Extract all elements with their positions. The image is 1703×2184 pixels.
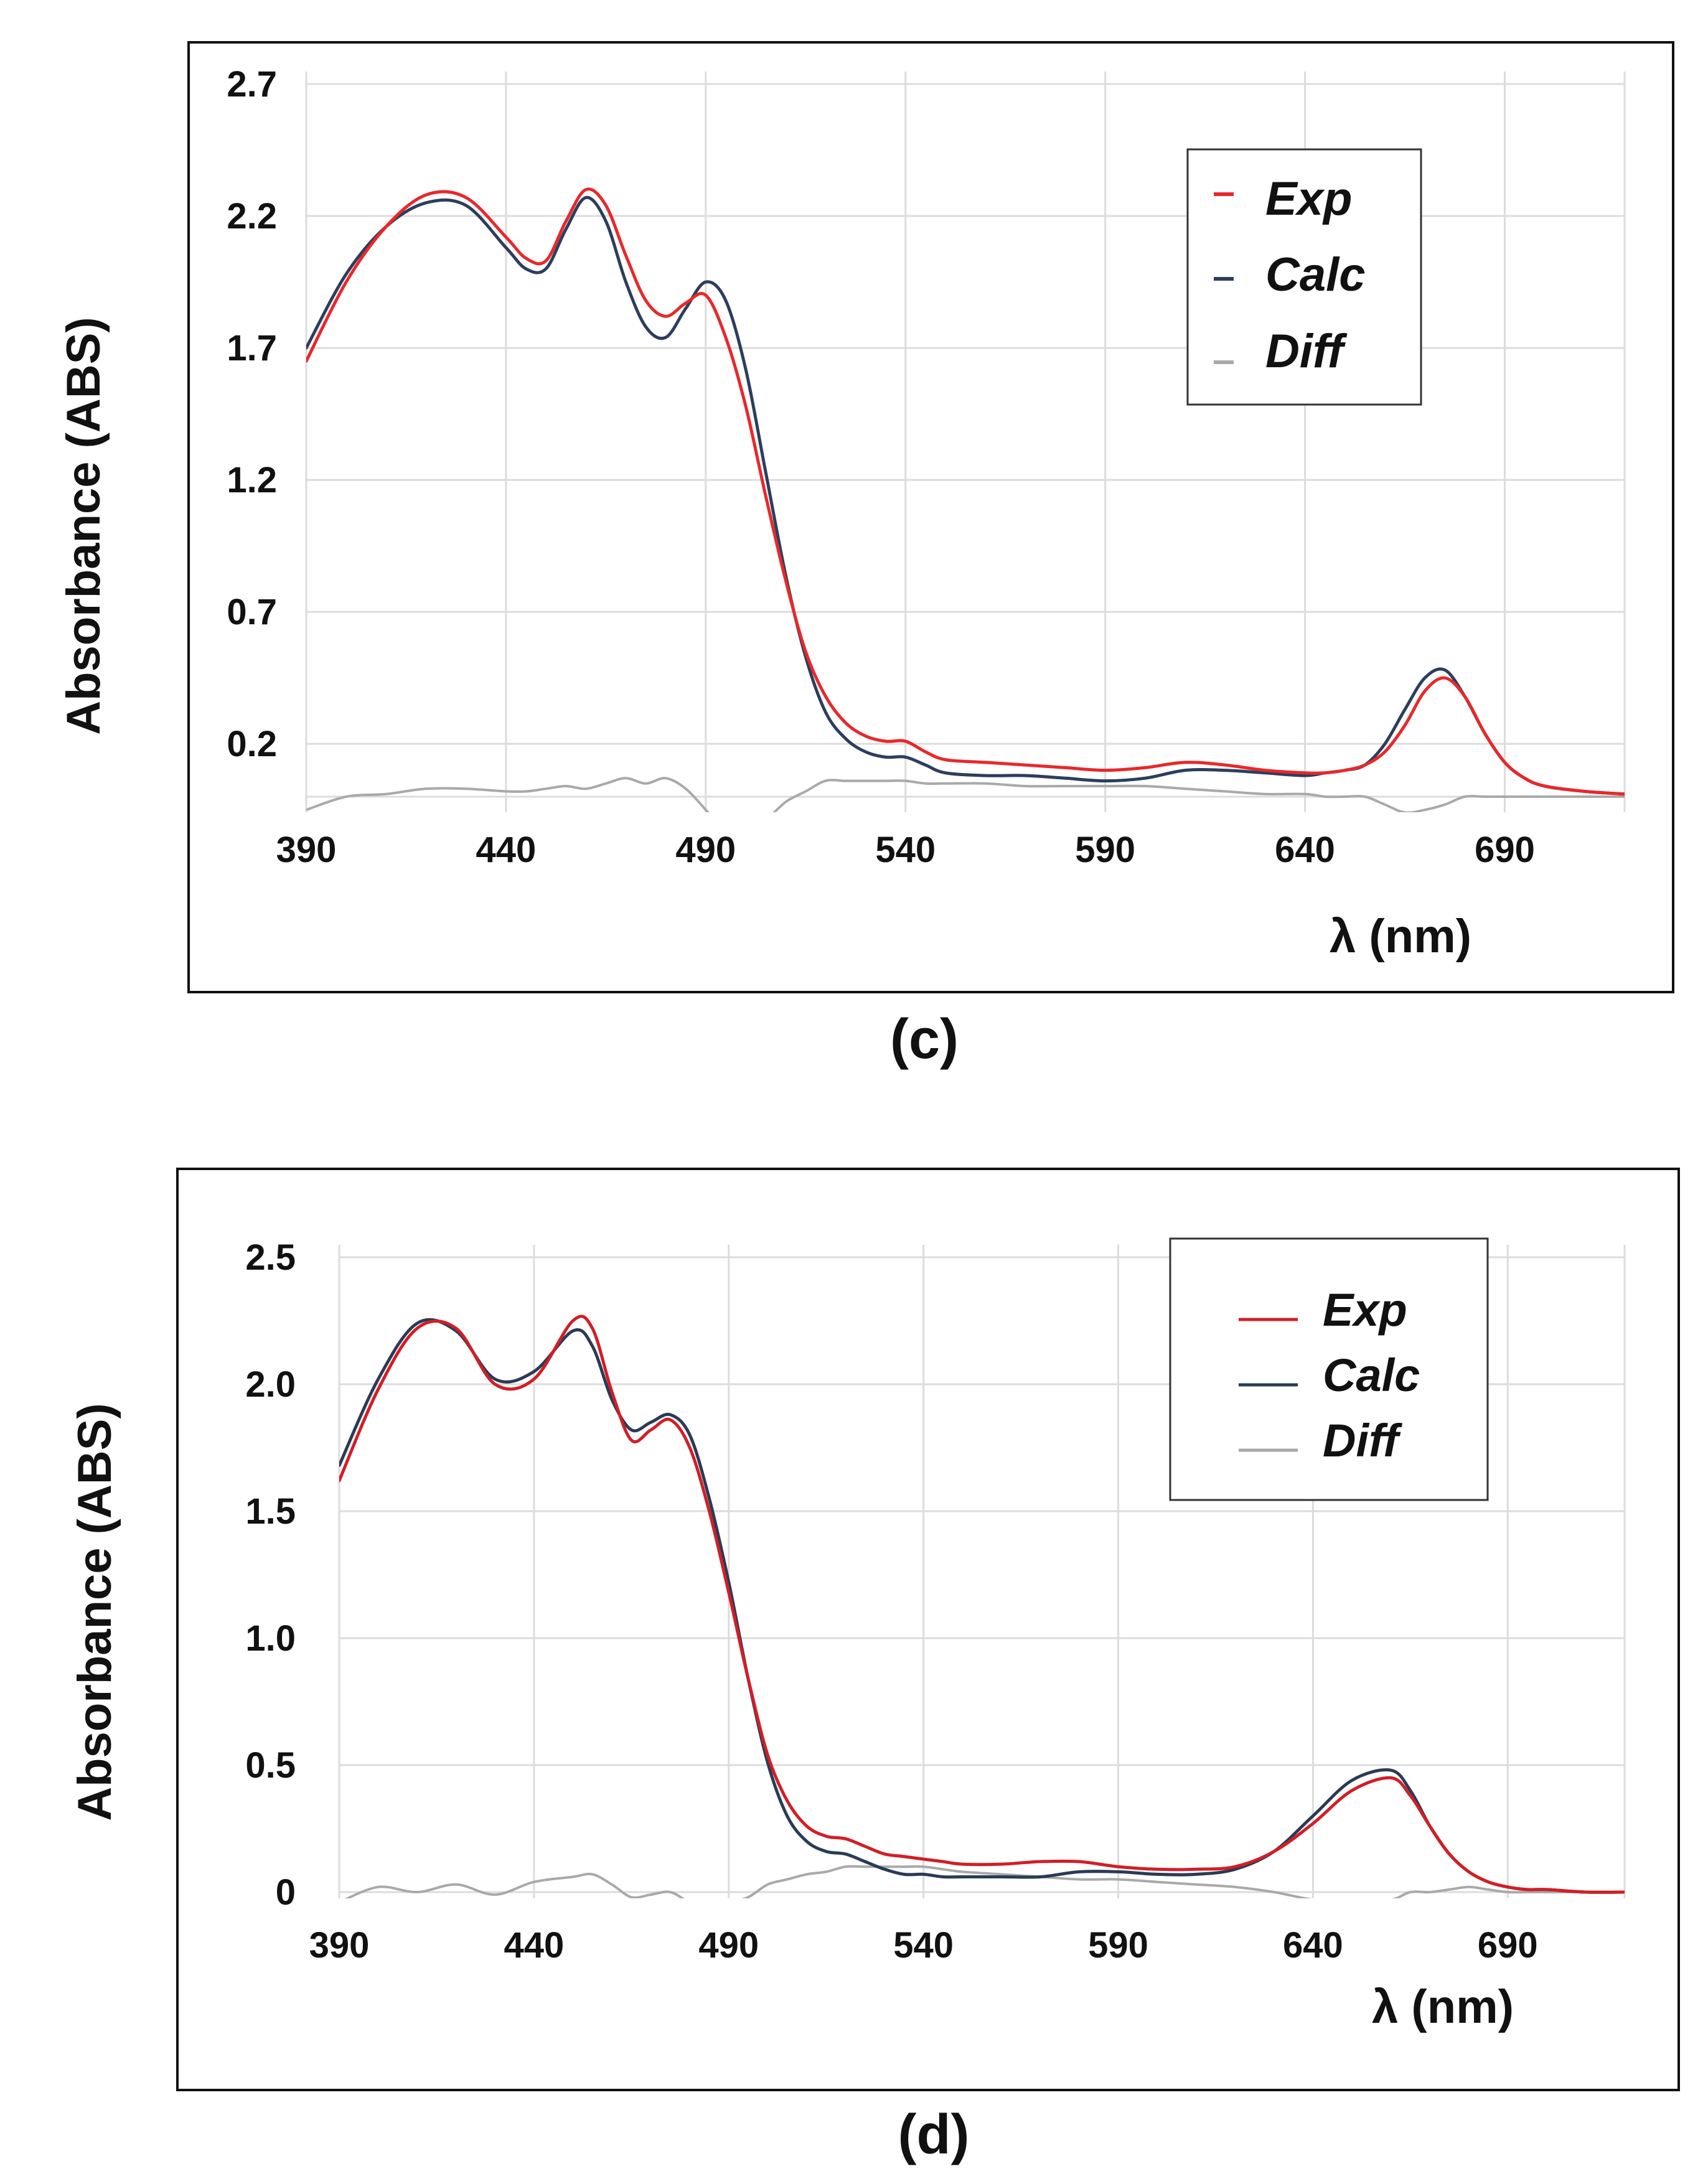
chart-d-y-axis-label: Absorbance (ABS) (68, 1403, 121, 1821)
chart-c-series (306, 187, 1625, 812)
chart-d-y-tick-label: 0 (276, 1872, 296, 1913)
chart-d-y-tick-label: 0.5 (245, 1745, 296, 1786)
chart-d-x-tick-label: 440 (504, 1925, 564, 1966)
chart-c-y-tick-label: 2.2 (227, 196, 277, 237)
chart-c-y-tick-label: 0.7 (227, 592, 277, 632)
chart-d-legend: Exp Calc Diff (1169, 1237, 1489, 1501)
chart-c-x-tick-label: 440 (476, 830, 537, 870)
chart-d-series (339, 1315, 1625, 1898)
chart-d-legend-box (1169, 1237, 1489, 1501)
chart-d-x-ticks: 390 440 490 540 590 640 690 (309, 1925, 1538, 1966)
chart-d-series-diff-line (344, 1865, 1625, 1898)
chart-c-legend-label-diff: Diff (1265, 325, 1348, 378)
chart-panel-d: 2.5 2.0 1.5 1.0 0.5 0 390 440 490 540 590 640 690 A… (0, 1095, 1703, 2184)
chart-c-series-calc-line (306, 195, 1625, 796)
chart-c-series-exp-line (306, 187, 1625, 796)
chart-c-y-tick-label: 1.7 (227, 328, 277, 368)
chart-c-legend: Exp Calc Diff (1186, 148, 1422, 406)
chart-c-gridlines (305, 72, 1626, 812)
chart-c-x-tick-label: 490 (675, 830, 736, 870)
chart-d-legend-label-calc: Calc (1323, 1349, 1420, 1401)
chart-d-series-exp-line (339, 1315, 1625, 1894)
chart-c-x-ticks: 390 440 490 540 590 640 690 (276, 830, 1535, 870)
chart-c-x-axis-label: λ (nm) (1330, 910, 1471, 963)
chart-c: 2.7 2.2 1.7 1.2 0.7 0.2 390 440 490 540 590 640 690… (57, 41, 1674, 1071)
chart-d-y-tick-label: 1.5 (245, 1491, 296, 1532)
chart-d: 2.5 2.0 1.5 1.0 0.5 0 390 440 490 540 590 640 690 A… (68, 1168, 1680, 2166)
chart-c-legend-label-calc: Calc (1265, 248, 1366, 301)
chart-d-x-tick-label: 390 (309, 1925, 370, 1966)
chart-d-legend-label-diff: Diff (1323, 1415, 1402, 1466)
chart-d-x-axis-label: λ (nm) (1372, 1980, 1514, 2033)
chart-d-y-tick-label: 1.0 (245, 1618, 296, 1659)
chart-d-x-tick-label: 640 (1283, 1925, 1343, 1966)
chart-c-legend-label-exp: Exp (1265, 172, 1352, 225)
chart-c-y-tick-label: 1.2 (227, 460, 277, 500)
chart-c-x-tick-label: 540 (875, 830, 936, 870)
chart-c-x-tick-label: 690 (1475, 830, 1535, 870)
chart-c-x-tick-label: 590 (1075, 830, 1135, 870)
chart-c-x-tick-label: 640 (1275, 830, 1335, 870)
chart-d-x-tick-label: 690 (1478, 1925, 1538, 1966)
chart-d-x-tick-label: 540 (893, 1925, 954, 1966)
chart-d-y-tick-label: 2.5 (245, 1237, 296, 1278)
chart-d-x-tick-label: 490 (698, 1925, 759, 1966)
chart-d-x-tick-label: 590 (1088, 1925, 1148, 1966)
chart-c-y-tick-label: 0.2 (227, 724, 277, 764)
chart-c-series-diff-line (306, 777, 1625, 812)
chart-d-caption: (d) (898, 2104, 970, 2166)
chart-c-y-ticks: 2.7 2.2 1.7 1.2 0.7 0.2 (227, 64, 277, 764)
chart-c-caption: (c) (890, 1008, 959, 1071)
chart-c-y-tick-label: 2.7 (227, 64, 277, 105)
chart-c-x-tick-label: 390 (276, 830, 337, 870)
chart-d-y-ticks: 2.5 2.0 1.5 1.0 0.5 0 (245, 1237, 296, 1913)
chart-d-y-tick-label: 2.0 (245, 1364, 296, 1405)
chart-d-legend-label-exp: Exp (1323, 1284, 1407, 1336)
chart-panel-c: 2.7 2.2 1.7 1.2 0.7 0.2 390 440 490 540 590 640 690… (57, 41, 1674, 1071)
chart-c-y-axis-label: Absorbance (ABS) (57, 317, 110, 734)
